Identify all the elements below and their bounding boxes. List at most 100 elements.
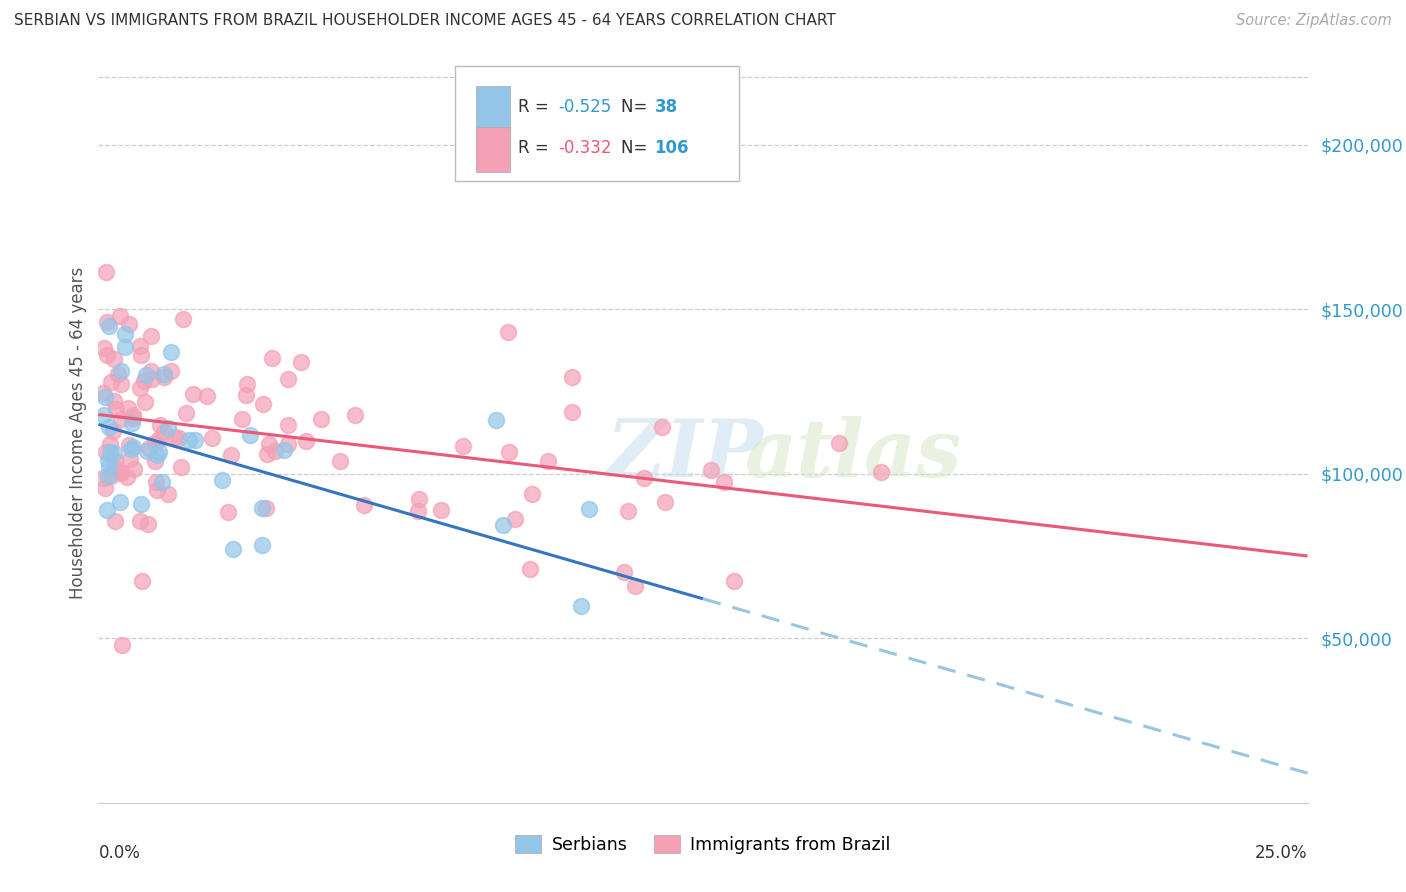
Point <box>114 327 136 342</box>
Text: 0.0%: 0.0% <box>98 844 141 862</box>
Text: atlas: atlas <box>745 416 963 493</box>
Point <box>231 412 253 426</box>
Point <box>262 351 284 365</box>
Point <box>122 462 145 476</box>
Point <box>129 348 152 362</box>
Point <box>651 420 673 434</box>
Point <box>561 405 583 419</box>
Point <box>179 433 201 447</box>
Point <box>561 370 583 384</box>
Point <box>138 441 160 455</box>
Text: R =: R = <box>517 98 554 116</box>
Point <box>277 418 299 433</box>
Point <box>129 381 152 395</box>
Point <box>492 518 515 533</box>
Point <box>97 420 120 434</box>
Point <box>453 439 475 453</box>
Point <box>569 599 592 614</box>
Point <box>157 487 180 501</box>
Text: R =: R = <box>517 138 554 157</box>
Point <box>98 459 121 474</box>
Point <box>97 453 120 467</box>
Point <box>160 345 183 359</box>
Point <box>94 265 117 279</box>
Point <box>153 367 176 381</box>
Point <box>134 395 156 409</box>
Point <box>93 408 115 422</box>
FancyBboxPatch shape <box>456 66 740 181</box>
Point <box>700 463 723 477</box>
Point <box>250 501 273 516</box>
Text: N=: N= <box>621 138 652 157</box>
Point <box>117 470 139 484</box>
Point <box>165 430 187 444</box>
Point <box>146 448 169 462</box>
Point <box>132 374 155 388</box>
Point <box>150 475 173 489</box>
Point <box>110 364 132 378</box>
Point <box>537 454 560 468</box>
Point <box>169 460 191 475</box>
Point <box>110 465 132 479</box>
Text: -0.332: -0.332 <box>558 138 612 157</box>
Point <box>146 483 169 497</box>
Point <box>290 354 312 368</box>
Point <box>136 443 159 458</box>
Text: 106: 106 <box>655 138 689 157</box>
Point <box>131 574 153 589</box>
Point <box>98 445 121 459</box>
Point <box>136 516 159 531</box>
Point <box>143 435 166 450</box>
Point <box>145 475 167 489</box>
Point <box>121 440 143 454</box>
Point <box>134 368 156 382</box>
Point <box>121 417 143 431</box>
Point <box>139 328 162 343</box>
Point <box>129 338 152 352</box>
Point <box>498 445 520 459</box>
Point <box>236 377 259 392</box>
Point <box>110 466 132 480</box>
Text: N=: N= <box>621 98 652 116</box>
Point <box>141 372 163 386</box>
Point <box>343 408 366 422</box>
Point <box>98 319 121 334</box>
Point <box>503 512 526 526</box>
Point <box>110 309 132 323</box>
Point <box>101 424 124 438</box>
Point <box>172 311 194 326</box>
Point <box>107 367 129 381</box>
Point <box>122 411 145 425</box>
Point <box>104 461 127 475</box>
Point <box>406 504 429 518</box>
Point <box>264 444 287 458</box>
Point <box>96 348 118 362</box>
FancyBboxPatch shape <box>475 127 509 172</box>
Point <box>157 421 180 435</box>
Point <box>239 428 262 442</box>
Point <box>181 387 204 401</box>
Point <box>152 370 174 384</box>
Point <box>277 437 299 451</box>
Point <box>129 497 152 511</box>
Point <box>114 340 136 354</box>
Point <box>201 432 224 446</box>
Point <box>429 503 451 517</box>
Point <box>97 469 120 483</box>
Point <box>105 401 128 416</box>
Point <box>129 514 152 528</box>
Point <box>496 325 519 339</box>
Point <box>96 315 118 329</box>
Point <box>121 408 143 422</box>
Point <box>329 453 352 467</box>
Point <box>93 471 115 485</box>
Point <box>110 377 132 392</box>
FancyBboxPatch shape <box>475 87 509 131</box>
Point <box>117 317 139 331</box>
Point <box>118 438 141 452</box>
Point <box>311 412 333 426</box>
Point <box>98 437 121 451</box>
Point <box>250 538 273 552</box>
Point <box>93 482 115 496</box>
Y-axis label: Householder Income Ages 45 - 64 years: Householder Income Ages 45 - 64 years <box>69 267 87 599</box>
